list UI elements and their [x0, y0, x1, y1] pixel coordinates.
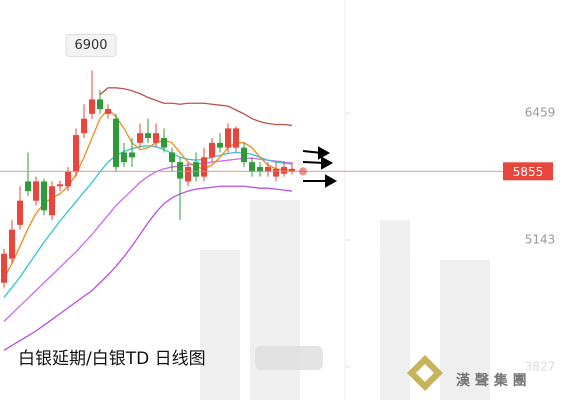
y-tick-label: 5143 — [525, 233, 556, 247]
candle-body — [257, 166, 263, 172]
y-tick-label: 6459 — [525, 106, 556, 120]
candle-body — [25, 181, 31, 192]
candle-body — [121, 152, 127, 163]
candle-body — [41, 181, 47, 211]
high-badge — [65, 33, 117, 57]
candle-body — [185, 166, 191, 182]
candle-body — [89, 99, 95, 114]
candle-body — [201, 157, 207, 177]
candle-body — [265, 166, 271, 172]
candle-body — [225, 128, 231, 148]
candle-body — [273, 168, 279, 177]
blur-box — [255, 346, 323, 370]
candle-body — [73, 135, 79, 172]
candle-body — [289, 168, 295, 172]
last-price-dot — [299, 167, 307, 176]
candle-body — [249, 162, 255, 172]
bg-decoration — [200, 200, 490, 400]
candle-body — [129, 152, 135, 158]
plot: 6459 5143 3827 — [0, 70, 555, 373]
candle-body — [281, 166, 287, 174]
candle-body — [233, 128, 239, 148]
logo-inner — [416, 364, 434, 382]
candle-body — [33, 181, 39, 201]
candle-body — [65, 171, 71, 187]
indicator-line — [3, 185, 293, 351]
candle-body — [113, 118, 119, 167]
candle-body — [81, 118, 87, 134]
candle-body — [217, 142, 223, 148]
candle-body — [17, 200, 23, 225]
watermark: 漢 聲 集 團 — [456, 372, 527, 389]
last-price-label: 5855 — [513, 165, 544, 179]
candle-body — [177, 162, 183, 179]
candle-body — [169, 152, 175, 163]
indicator-line — [99, 87, 293, 127]
y-tick-label: 3827 — [525, 359, 556, 373]
arrows — [302, 146, 338, 188]
last-price-badge — [503, 162, 553, 181]
candle-body — [57, 184, 63, 187]
candle-body — [193, 162, 199, 177]
chart-title: 白银延期/白银TD 日线图 — [18, 349, 206, 369]
candle-body — [161, 137, 167, 148]
candle-body — [97, 99, 103, 110]
high-label: 6900 — [74, 38, 107, 53]
candle-body — [153, 133, 159, 143]
candle-body — [137, 133, 143, 143]
candle-body — [145, 133, 151, 138]
candle-body — [9, 229, 15, 259]
candle-body — [105, 109, 111, 114]
candle-body — [241, 147, 247, 163]
candle-body — [1, 253, 7, 283]
candle-body — [209, 142, 215, 158]
candle-body — [49, 186, 55, 216]
